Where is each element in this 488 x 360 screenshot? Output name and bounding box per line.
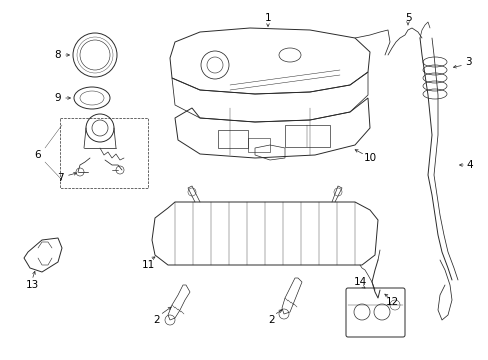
Text: 2: 2 [153,315,160,325]
Text: 13: 13 [25,280,39,290]
Text: 4: 4 [466,160,472,170]
Text: 14: 14 [353,277,366,287]
Text: 2: 2 [268,315,275,325]
Text: 12: 12 [385,297,398,307]
Text: 1: 1 [264,13,271,23]
Text: 11: 11 [141,260,154,270]
Text: 3: 3 [464,57,470,67]
Text: 7: 7 [57,173,63,183]
Text: 8: 8 [55,50,61,60]
Text: 6: 6 [35,150,41,160]
Text: 9: 9 [55,93,61,103]
Text: 5: 5 [404,13,410,23]
Text: 10: 10 [363,153,376,163]
